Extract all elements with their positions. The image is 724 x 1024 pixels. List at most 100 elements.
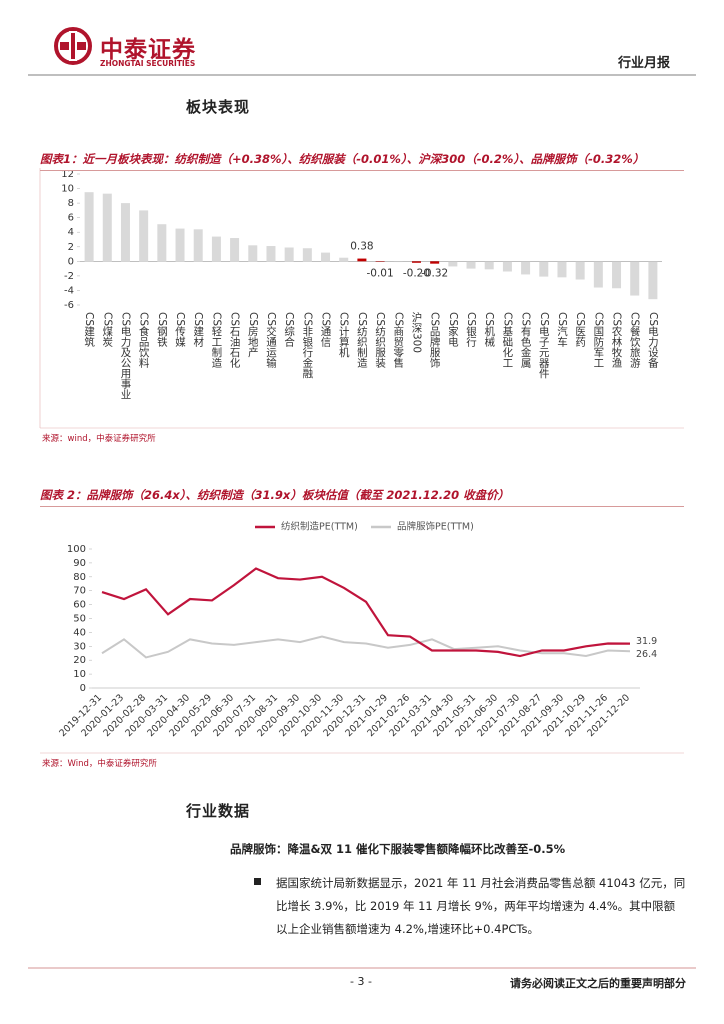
y-tick-label: 60 <box>73 600 86 611</box>
bar <box>211 236 221 262</box>
y-tick-label: 10 <box>73 669 86 680</box>
bar <box>266 246 276 262</box>
x-tick-label: CS计算机 <box>338 312 350 358</box>
series-line <box>101 567 631 658</box>
bar <box>302 248 312 262</box>
x-tick-label: CS交通运输 <box>265 312 277 369</box>
x-tick-label: CS纺织制造 <box>356 312 368 368</box>
y-tick-label: 90 <box>73 558 86 569</box>
bar <box>448 261 458 267</box>
y-tick-label: 80 <box>73 572 86 583</box>
x-tick-label: CS综合 <box>283 312 295 348</box>
x-tick-label: CS建筑 <box>83 312 95 347</box>
x-tick-label: CS电力设备 <box>647 312 659 369</box>
bar <box>321 252 331 262</box>
bar <box>284 247 294 262</box>
y-tick-label: 0 <box>68 256 74 267</box>
chart-source: 来源：Wind，中泰证券研究所 <box>42 759 157 769</box>
y-tick-label: 0 <box>80 683 86 694</box>
x-tick-label: CS电子元器件 <box>538 312 550 379</box>
section-title: 行业数据 <box>186 802 251 820</box>
subheading: 品牌服饰：降温&双 11 催化下服装零售额降幅环比改善至-0.5% <box>230 842 566 856</box>
x-tick-label: 沪深300 <box>410 311 422 353</box>
x-tick-label: CS国防军工 <box>592 312 604 368</box>
x-tick-label: CS建材 <box>192 312 204 347</box>
chart-source: 来源：wind，中泰证券研究所 <box>42 434 156 444</box>
x-tick-label: CS家电 <box>447 312 459 347</box>
bar <box>157 224 167 262</box>
y-tick-label: 10 <box>61 184 74 195</box>
x-tick-label: CS基础化工 <box>501 312 513 368</box>
y-tick-label: 4 <box>68 227 74 238</box>
bar <box>593 261 603 288</box>
y-tick-label: 20 <box>73 655 86 666</box>
x-tick-label: CS电力及公用事业 <box>119 312 131 400</box>
brand-name: 中泰证券 <box>100 37 196 63</box>
end-label: 31.9 <box>636 636 657 647</box>
legend-label: 品牌服饰PE(TTM) <box>397 521 474 533</box>
y-tick-label: -4 <box>64 285 74 296</box>
bar <box>630 261 640 296</box>
y-tick-label: 30 <box>73 641 86 652</box>
brand-subtitle: ZHONGTAI SECURITIES <box>100 59 196 68</box>
bar <box>248 245 258 262</box>
value-label: 0.38 <box>350 241 373 253</box>
bar <box>466 261 476 269</box>
bar <box>357 258 367 262</box>
x-tick-label: CS有色金属 <box>520 312 532 369</box>
paragraph: 据国家统计局新数据显示，2021 年 11 月社会消费品零售总额 41043 亿… <box>276 876 686 936</box>
x-tick-label: CS石油石化 <box>229 312 241 369</box>
x-tick-label: CS商贸零售 <box>392 312 404 369</box>
bar <box>230 238 240 262</box>
y-tick-label: 100 <box>67 544 86 555</box>
bar <box>102 193 112 262</box>
bar <box>557 261 567 278</box>
bar <box>430 261 440 264</box>
report-type: 行业月报 <box>617 56 670 71</box>
bar <box>648 261 658 300</box>
x-tick-label: CS医药 <box>574 312 586 348</box>
x-tick-label: CS农林牧渔 <box>611 312 623 369</box>
y-tick-label: 2 <box>68 242 74 253</box>
y-tick-label: 40 <box>73 627 86 638</box>
page-number: - 3 - <box>350 975 372 988</box>
chart-title: 图表1：近一月板块表现：纺织制造（+0.38%）、纺织服装（-0.01%）、沪深… <box>40 151 684 171</box>
x-tick-label: CS品牌服饰 <box>429 312 441 369</box>
y-tick-label: 50 <box>73 614 86 625</box>
x-tick-label: CS银行 <box>465 312 477 348</box>
value-label: -0.01 <box>367 267 394 279</box>
x-tick-label: CS轻工制造 <box>210 312 222 368</box>
bar <box>539 261 549 277</box>
x-tick-label: CS机械 <box>483 312 495 348</box>
y-tick-label: 6 <box>68 213 74 224</box>
x-tick-label: CS食品饮料 <box>138 312 150 369</box>
logo <box>54 27 92 65</box>
series-line <box>101 635 631 659</box>
value-label: -0.20 <box>403 267 430 279</box>
x-tick-label: CS汽车 <box>556 312 568 348</box>
bar <box>575 261 585 280</box>
bar <box>411 261 421 263</box>
bar <box>339 257 349 262</box>
y-tick-label: -2 <box>64 271 74 282</box>
y-tick-label: 8 <box>68 198 74 209</box>
x-tick-label: CS房地产 <box>247 312 259 358</box>
x-tick-label: CS非银行金融 <box>301 312 313 379</box>
y-tick-label: -6 <box>64 300 74 311</box>
legend-label: 纺织制造PE(TTM) <box>281 521 358 533</box>
bar <box>193 229 203 262</box>
value-label: -0.32 <box>421 267 448 279</box>
y-tick-label: 70 <box>73 586 86 597</box>
x-tick-label: CS煤炭 <box>101 312 113 348</box>
x-tick-label: CS纺织服装 <box>374 312 386 369</box>
bar <box>84 192 94 262</box>
y-tick-label: 12 <box>61 169 74 180</box>
bar <box>139 210 149 262</box>
bar <box>175 228 185 262</box>
chart-title: 图表 2：品牌服饰（26.4x）、纺织制造（31.9x）板块估值（截至 2021… <box>40 487 684 507</box>
bar <box>502 261 512 272</box>
bar <box>120 203 130 262</box>
bar <box>484 261 494 270</box>
